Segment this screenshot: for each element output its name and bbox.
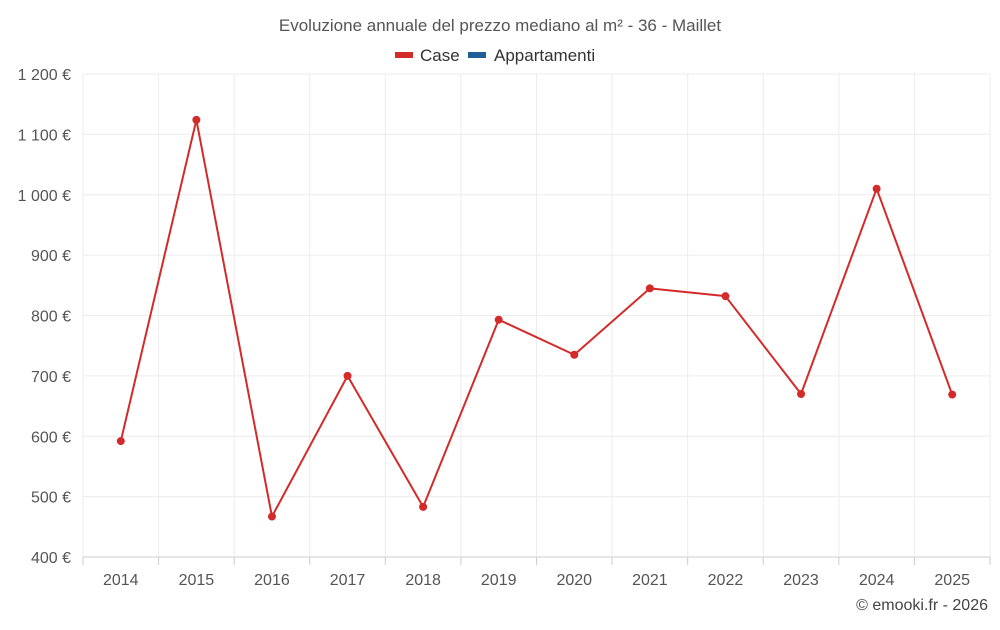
y-tick-label: 1 200 €	[18, 67, 71, 84]
data-point-case[interactable]	[192, 115, 201, 124]
data-point-case[interactable]	[948, 390, 957, 399]
y-tick-label: 1 000 €	[18, 188, 71, 205]
x-tick-label: 2025	[934, 572, 970, 589]
y-tick-label: 500 €	[31, 490, 71, 507]
x-tick-label: 2021	[632, 572, 668, 589]
y-tick-label: 800 €	[31, 309, 71, 326]
data-point-case[interactable]	[721, 292, 730, 301]
y-tick-label: 1 100 €	[18, 127, 71, 144]
data-point-case[interactable]	[872, 184, 881, 193]
y-tick-label: 400 €	[31, 550, 71, 567]
x-tick-label: 2020	[556, 572, 592, 589]
legend-label-case: Case	[420, 46, 460, 65]
x-tick-label: 2014	[103, 572, 139, 589]
data-point-case[interactable]	[419, 502, 428, 511]
y-axis: 400 € 500 € 600 € 700 € 800 € 900 € 1 000 € 1 1…	[18, 67, 71, 567]
x-tick-label: 2019	[481, 572, 517, 589]
x-tick-label: 2016	[254, 572, 290, 589]
x-tick-label: 2024	[859, 572, 895, 589]
data-point-case[interactable]	[494, 315, 503, 324]
y-tick-label: 700 €	[31, 369, 71, 386]
data-point-case[interactable]	[645, 284, 654, 293]
y-tick-label: 900 €	[31, 248, 71, 265]
x-tick-label: 2015	[179, 572, 215, 589]
series-line-case	[119, 118, 954, 518]
y-tick-label: 600 €	[31, 429, 71, 446]
x-axis: 2014 2015 2016 2017 2018 2019 2020 2021 2022 2023…	[82, 557, 991, 589]
data-point-case[interactable]	[570, 350, 579, 359]
data-point-case[interactable]	[797, 389, 806, 398]
legend-item-case[interactable]: Case	[395, 46, 460, 65]
legend-swatch-case	[395, 52, 413, 58]
series-layer	[116, 115, 957, 521]
x-tick-label: 2018	[405, 572, 441, 589]
legend: Case Appartamenti	[395, 46, 595, 65]
gridlines	[82, 73, 991, 558]
x-tick-label: 2022	[708, 572, 744, 589]
data-point-case[interactable]	[267, 512, 276, 521]
data-point-case[interactable]	[343, 371, 352, 380]
x-tick-label: 2017	[330, 572, 366, 589]
legend-swatch-appartamenti	[468, 52, 486, 58]
data-point-case[interactable]	[116, 437, 125, 446]
legend-label-appartamenti: Appartamenti	[494, 46, 595, 65]
chart-title: Evoluzione annuale del prezzo mediano al…	[279, 16, 722, 35]
credit-text: © emooki.fr - 2026	[856, 597, 988, 614]
x-tick-label: 2023	[783, 572, 819, 589]
legend-item-appartamenti[interactable]: Appartamenti	[468, 46, 595, 65]
